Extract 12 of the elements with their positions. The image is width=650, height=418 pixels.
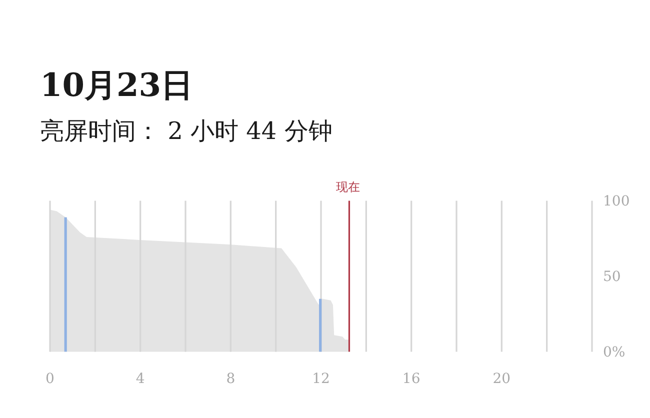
subtitle: 亮屏时间： 2 小时 44 分钟 [40,117,332,145]
x-tick-label: 4 [136,371,145,387]
title: 10月23日 [40,66,194,104]
y-tick-label: 100 [603,194,630,210]
y-tick-label: 50 [603,269,621,286]
x-tick-label: 20 [492,371,511,387]
ref-line-label: 现在 [336,180,360,194]
x-tick-label: 8 [226,371,236,387]
x-tick-label: 16 [402,371,420,387]
x-tick-label: 0 [46,371,54,387]
y-tick-label: 0% [603,344,626,361]
x-tick-label: 12 [312,371,330,387]
